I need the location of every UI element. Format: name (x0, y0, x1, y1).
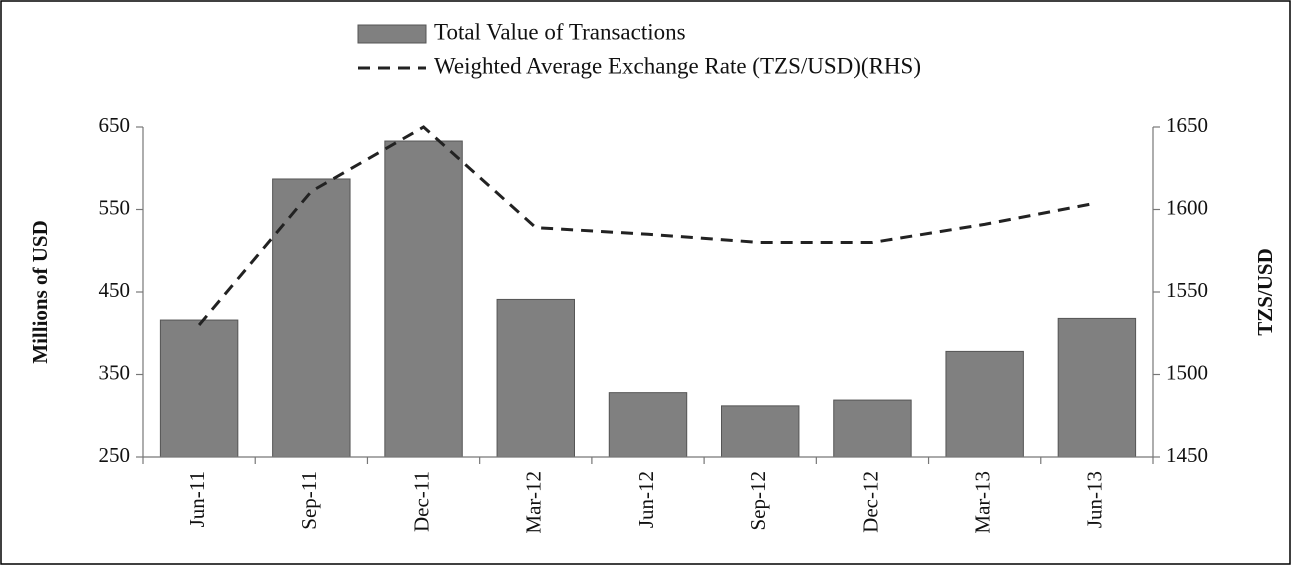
y-tick-label: 450 (99, 278, 131, 302)
legend-label: Total Value of Transactions (434, 19, 686, 44)
x-tick-label: Mar-13 (970, 471, 994, 534)
bar (721, 405, 800, 458)
bar (384, 140, 463, 458)
x-tick-label: Dec-11 (409, 471, 433, 532)
bar (272, 178, 351, 458)
legend-label: Weighted Average Exchange Rate (TZS/USD)… (434, 53, 921, 78)
y2-tick-label: 1600 (1166, 195, 1208, 219)
y2-axis-title: TZS/USD (1253, 248, 1277, 336)
line (197, 125, 1098, 326)
y-tick-label: 550 (99, 195, 131, 219)
y-tick-label: 350 (99, 360, 131, 384)
bar (159, 319, 239, 458)
bar (1057, 317, 1137, 458)
bar (833, 399, 912, 458)
x-tick-label: Dec-12 (858, 471, 882, 533)
y2-tick-label: 1450 (1166, 443, 1208, 467)
y2-tick-label: 1650 (1166, 113, 1208, 137)
x-tick-label: Jun-13 (1083, 471, 1107, 528)
y-tick-label: 250 (99, 443, 131, 467)
y2-tick-label: 1550 (1166, 278, 1208, 302)
x-tick-label: Mar-12 (522, 471, 546, 534)
x-tick-label: Sep-12 (746, 471, 770, 531)
y2-tick-label: 1500 (1166, 360, 1208, 384)
bar (608, 392, 688, 458)
x-tick-label: Jun-12 (634, 471, 658, 528)
bar (945, 350, 1024, 458)
x-tick-label: Sep-11 (297, 471, 321, 530)
bar (496, 298, 575, 458)
y-axis-title: Millions of USD (28, 220, 52, 364)
legend-swatch (357, 24, 427, 44)
x-tick-label: Jun-11 (185, 471, 209, 527)
y-tick-label: 650 (99, 113, 131, 137)
